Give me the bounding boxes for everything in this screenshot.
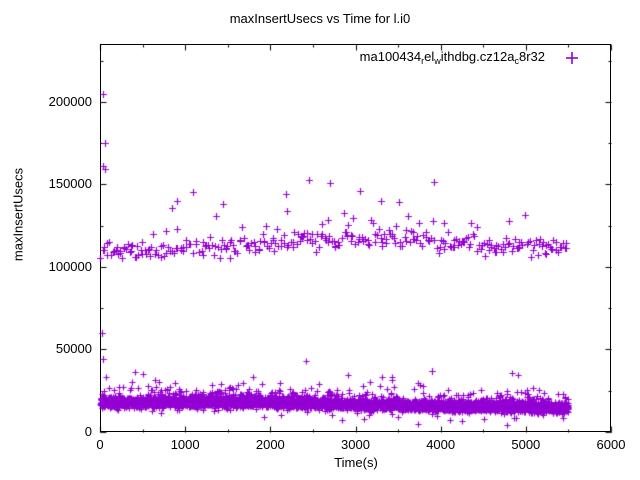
y-tick-label-text: 150000: [48, 176, 92, 192]
legend-marker-plus-icon: [566, 52, 578, 64]
x-tick-label: 2000: [255, 437, 285, 452]
y-tick-label-text: 50000: [55, 341, 92, 357]
y-tick-label: 200000: [12, 94, 92, 110]
x-tick-label: 5000: [511, 437, 541, 452]
y-tick-label: 50000: [12, 341, 92, 357]
x-axis-label: Time(s): [334, 455, 378, 470]
y-tick-label: 150000: [12, 176, 92, 192]
legend-series-label: ma100434relwithdbg.cz12ac8r32: [359, 49, 545, 66]
y-tick-label-text: 200000: [48, 93, 92, 109]
y-tick-label: 0: [12, 424, 92, 440]
x-tick-label: 4000: [426, 437, 456, 452]
x-tick-label: 0: [96, 437, 104, 452]
x-tick-label: 1000: [170, 437, 200, 452]
y-tick-label-text: 100000: [48, 258, 92, 274]
chart-title: maxInsertUsecs vs Time for l.i0: [229, 11, 411, 26]
x-tick-label: 3000: [341, 437, 370, 452]
x-tick-label: 6000: [596, 437, 626, 452]
y-tick-label: 100000: [12, 259, 92, 275]
plot-area: [100, 44, 611, 432]
y-tick-label-text: 0: [84, 424, 92, 439]
